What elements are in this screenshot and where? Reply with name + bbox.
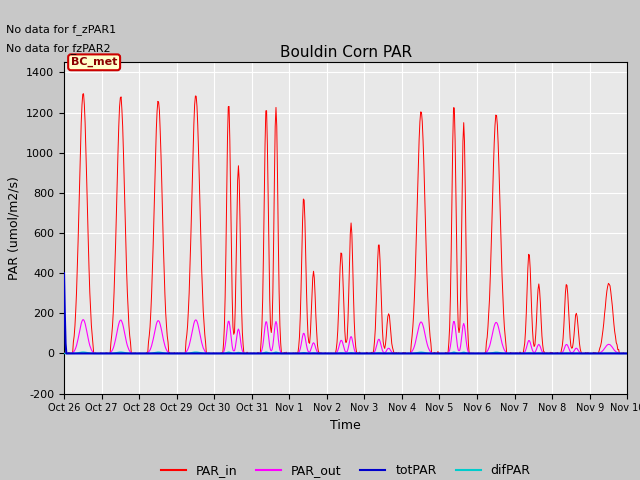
X-axis label: Time: Time <box>330 419 361 432</box>
Text: No data for f̲zPAR2: No data for f̲zPAR2 <box>6 43 111 54</box>
Title: Bouldin Corn PAR: Bouldin Corn PAR <box>280 45 412 60</box>
Text: BC_met: BC_met <box>71 57 117 68</box>
Legend: PAR_in, PAR_out, totPAR, difPAR: PAR_in, PAR_out, totPAR, difPAR <box>156 459 536 480</box>
Text: No data for f_zPAR1: No data for f_zPAR1 <box>6 24 116 35</box>
Y-axis label: PAR (umol/m2/s): PAR (umol/m2/s) <box>8 176 20 280</box>
